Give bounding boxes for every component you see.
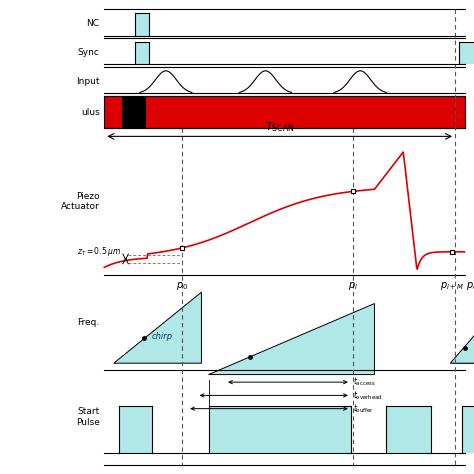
Text: Freq.: Freq. [77, 318, 100, 327]
Text: $t_{\rm buffer}$: $t_{\rm buffer}$ [353, 402, 374, 415]
Polygon shape [118, 406, 152, 453]
Polygon shape [209, 303, 374, 374]
Polygon shape [114, 292, 201, 363]
Polygon shape [450, 292, 474, 363]
Polygon shape [135, 42, 149, 64]
Polygon shape [386, 406, 431, 453]
Text: $t_{\rm overhead}$: $t_{\rm overhead}$ [353, 389, 383, 401]
Text: $T_{\rm SCAN}$: $T_{\rm SCAN}$ [265, 121, 294, 135]
Polygon shape [122, 96, 146, 128]
Text: $z_T = 0.5\,\mu m$: $z_T = 0.5\,\mu m$ [77, 245, 121, 257]
Polygon shape [459, 42, 474, 64]
Text: Start
Pulse: Start Pulse [76, 408, 100, 427]
Text: $p_0$: $p_0$ [176, 280, 189, 292]
Text: ulus: ulus [81, 108, 100, 117]
Text: Piezo
Actuator: Piezo Actuator [61, 192, 100, 211]
Polygon shape [453, 292, 474, 363]
Text: Sync: Sync [78, 48, 100, 57]
Text: NC: NC [87, 19, 100, 28]
Text: $t_{\rm access}$: $t_{\rm access}$ [353, 376, 376, 388]
Polygon shape [209, 406, 351, 453]
Polygon shape [104, 96, 465, 128]
Text: Input: Input [76, 77, 100, 86]
Text: chirp: chirp [151, 332, 173, 341]
Text: $p_e$: $p_e$ [465, 280, 474, 292]
Polygon shape [135, 13, 149, 36]
Text: $p_{i+M}$: $p_{i+M}$ [440, 280, 464, 292]
Text: $p_i$: $p_i$ [348, 280, 358, 292]
Polygon shape [462, 406, 474, 453]
